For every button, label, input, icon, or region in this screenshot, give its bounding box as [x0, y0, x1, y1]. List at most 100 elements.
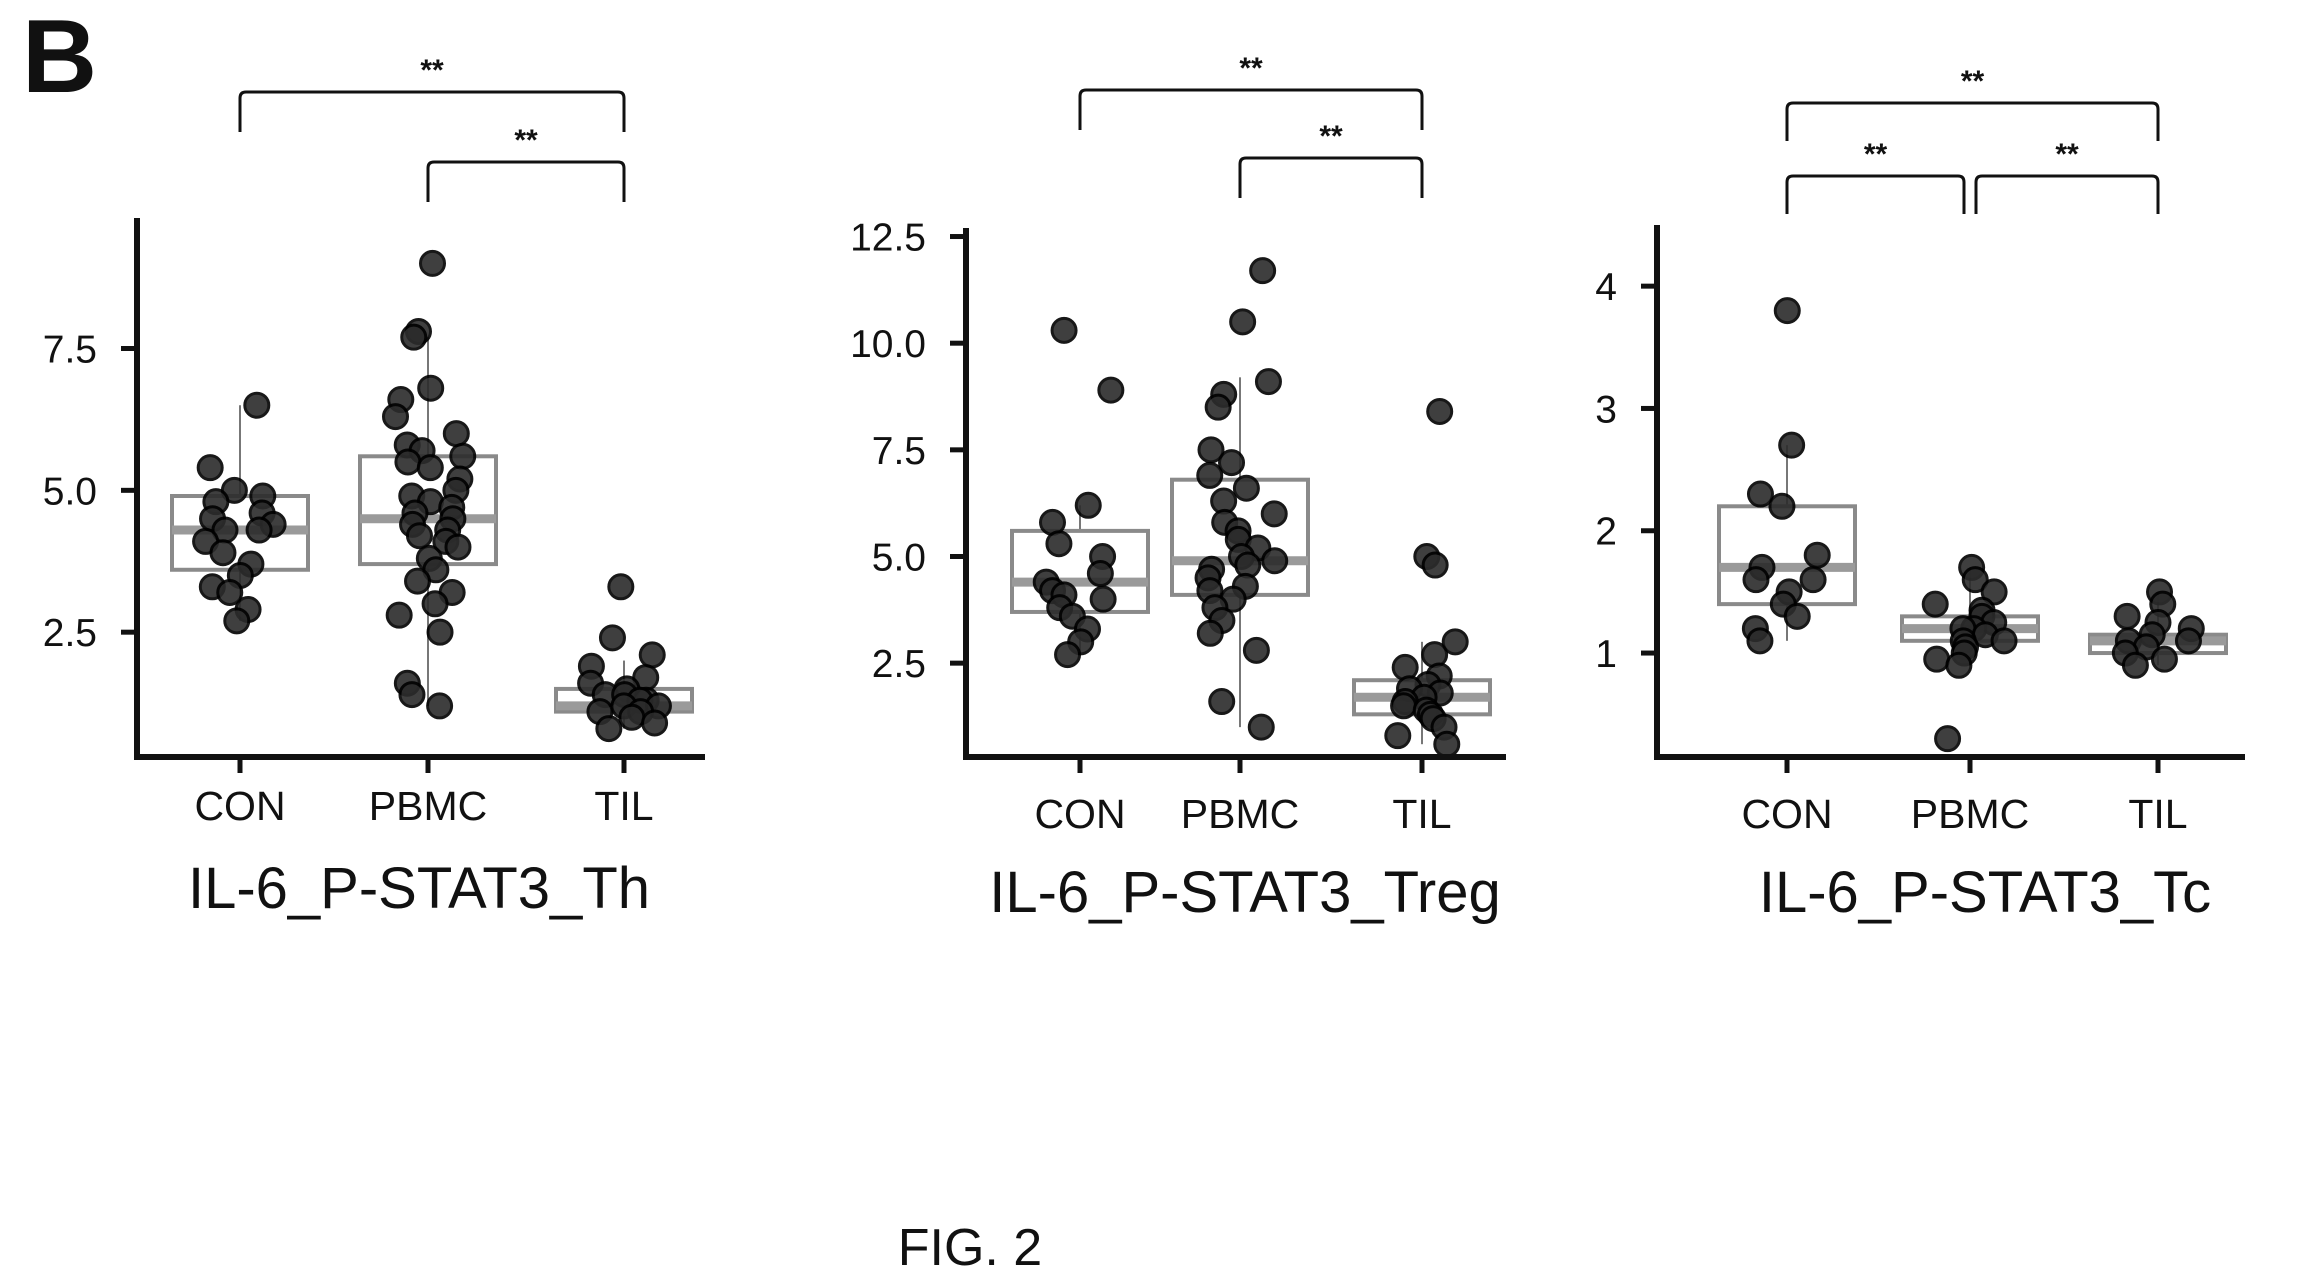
box-iqr	[1010, 528, 1150, 614]
data-point	[216, 578, 244, 606]
x-tick-label: CON	[194, 783, 285, 829]
data-point	[1421, 551, 1449, 579]
data-point	[1247, 713, 1275, 741]
data-point	[1260, 500, 1288, 528]
data-point	[1229, 308, 1257, 336]
data-point	[641, 709, 669, 737]
data-point	[449, 442, 477, 470]
y-tick-label: 2.5	[872, 643, 926, 686]
data-point	[1945, 651, 1973, 679]
axes-th: 2.5 5.0 7.5 CON PBMC TIL	[43, 218, 705, 829]
data-point	[618, 703, 646, 731]
sig-brackets-tc: ** ** **	[1785, 65, 2160, 214]
y-tick-label: 1	[1595, 633, 1617, 676]
plot-area-treg	[1010, 257, 1492, 758]
data-point	[1196, 461, 1224, 489]
data-point	[1746, 627, 1774, 655]
significance-label: **	[514, 124, 538, 157]
data-point	[1045, 530, 1073, 558]
data-point	[638, 641, 666, 669]
chart-treg: ** ** 2.5 5.0 7.5 10.0 12.5 CON PBMC TIL IL-6_P-…	[850, 52, 1506, 925]
data-point	[2150, 645, 2178, 673]
data-point	[2113, 602, 2141, 630]
data-point	[1097, 376, 1125, 404]
data-point	[607, 573, 635, 601]
chart-title-treg: IL-6_P-STAT3_Treg	[989, 860, 1500, 925]
data-point	[382, 403, 410, 431]
x-tick-label: TIL	[2128, 791, 2187, 837]
data-point	[2174, 627, 2202, 655]
data-point	[1390, 692, 1418, 720]
y-tick-label: 5.0	[872, 536, 926, 579]
data-point	[1204, 393, 1232, 421]
data-point	[398, 681, 426, 709]
panel-label: B	[22, 0, 97, 115]
x-tick-label: CON	[1034, 791, 1125, 837]
y-tick-label: 2.5	[43, 612, 97, 655]
data-point	[1196, 619, 1224, 647]
chart-title-th: IL-6_P-STAT3_Th	[188, 856, 650, 921]
data-point	[1990, 627, 2018, 655]
x-tick-label: PBMC	[1181, 791, 1299, 837]
data-point	[404, 567, 432, 595]
data-point	[1384, 722, 1412, 750]
data-point	[1980, 578, 2008, 606]
data-point	[223, 607, 251, 635]
significance-bracket	[426, 160, 626, 202]
data-point	[1433, 730, 1461, 758]
data-point	[426, 692, 454, 720]
significance-bracket	[1974, 174, 2160, 214]
plot-area-th	[170, 249, 694, 743]
significance-label: **	[1239, 52, 1263, 85]
data-point	[426, 618, 454, 646]
data-point	[1089, 585, 1117, 613]
axes-tc: 1 2 3 4 CON PBMC TIL	[1595, 225, 2245, 837]
significance-bracket	[1785, 174, 1966, 214]
data-point	[1426, 397, 1454, 425]
data-point	[405, 522, 433, 550]
data-point	[1778, 431, 1806, 459]
y-tick-label: 3	[1595, 388, 1617, 431]
chart-title-tc: IL-6_P-STAT3_Tc	[1759, 860, 2211, 925]
data-point	[417, 374, 445, 402]
data-point	[1054, 641, 1082, 669]
data-point	[1441, 628, 1469, 656]
figure-caption: FIG. 2	[898, 1219, 1042, 1277]
data-point	[1242, 636, 1270, 664]
chart-th: ** ** 2.5 5.0 7.5 CON PBMC TIL IL-6_P-STAT3_Th	[43, 54, 705, 921]
data-point	[595, 715, 623, 743]
data-point	[442, 420, 470, 448]
data-point	[421, 590, 449, 618]
significance-label: **	[1864, 138, 1888, 171]
y-tick-label: 4	[1595, 266, 1617, 309]
data-point	[196, 454, 224, 482]
x-tick-label: PBMC	[1911, 791, 2029, 837]
data-point	[1934, 725, 1962, 753]
data-point	[400, 323, 428, 351]
data-point	[1742, 566, 1770, 594]
data-point	[1074, 491, 1102, 519]
significance-label: **	[2055, 138, 2079, 171]
sig-brackets-th: ** **	[238, 54, 626, 202]
data-point	[1803, 541, 1831, 569]
x-tick-label: CON	[1741, 791, 1832, 837]
y-tick-label: 7.5	[872, 430, 926, 473]
x-tick-label: TIL	[1392, 791, 1451, 837]
data-point	[1799, 566, 1827, 594]
data-point	[2121, 651, 2149, 679]
data-point	[1086, 560, 1114, 588]
data-point	[1961, 566, 1989, 594]
data-point	[1208, 688, 1236, 716]
y-tick-label: 10.0	[850, 323, 926, 366]
data-point	[1746, 480, 1774, 508]
y-tick-label: 7.5	[43, 328, 97, 371]
data-point	[444, 533, 472, 561]
y-tick-label: 2	[1595, 511, 1617, 554]
data-point	[419, 249, 447, 277]
data-point	[1921, 590, 1949, 618]
data-point	[416, 454, 444, 482]
data-point	[1218, 449, 1246, 477]
x-tick-label: TIL	[594, 783, 653, 829]
data-point	[1232, 474, 1260, 502]
